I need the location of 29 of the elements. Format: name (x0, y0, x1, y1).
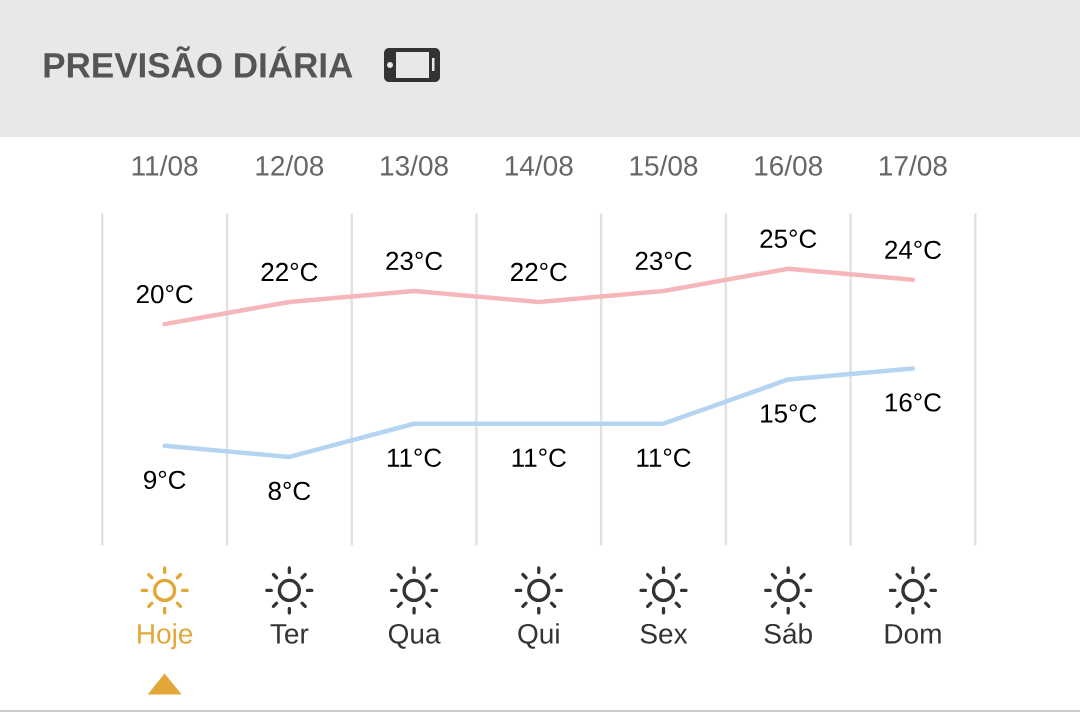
data-label: 20°C (136, 284, 193, 304)
x-tick-label: Sáb (764, 622, 812, 644)
x-tick-label: Ter (270, 624, 309, 644)
data-label: 9°C (144, 470, 186, 490)
chart-title: PREVISÃO DIÁRIA (44, 46, 353, 78)
text: 15/08 (630, 155, 698, 176)
data-label: 15°C (761, 404, 817, 423)
data-label: 22°C (261, 262, 318, 282)
data-label: 24°C (885, 240, 941, 260)
x-tick-label: Hoje (138, 623, 193, 650)
text: 13/08 (381, 155, 448, 176)
text: 12/08 (256, 155, 324, 176)
data-label: 25°C (760, 229, 817, 248)
data-label: 16°C (885, 393, 941, 412)
text: 16/08 (755, 155, 823, 176)
text: 11/08 (132, 155, 198, 176)
text: 17/08 (880, 155, 947, 176)
data-label: 23°C (386, 251, 443, 271)
x-tick-label: Sex (640, 623, 688, 644)
data-label: 11°C (637, 448, 691, 467)
data-label: 8°C (268, 481, 311, 501)
data-label: 23°C (635, 251, 692, 271)
x-tick-label: Qua (388, 623, 441, 649)
x-tick-label: Dom (885, 624, 941, 644)
data-label: 11°C (387, 448, 442, 467)
data-label: 11°C (512, 448, 566, 467)
text: 14/08 (505, 155, 573, 176)
data-label: 22°C (511, 262, 567, 282)
x-tick-label: Qui (518, 623, 559, 649)
